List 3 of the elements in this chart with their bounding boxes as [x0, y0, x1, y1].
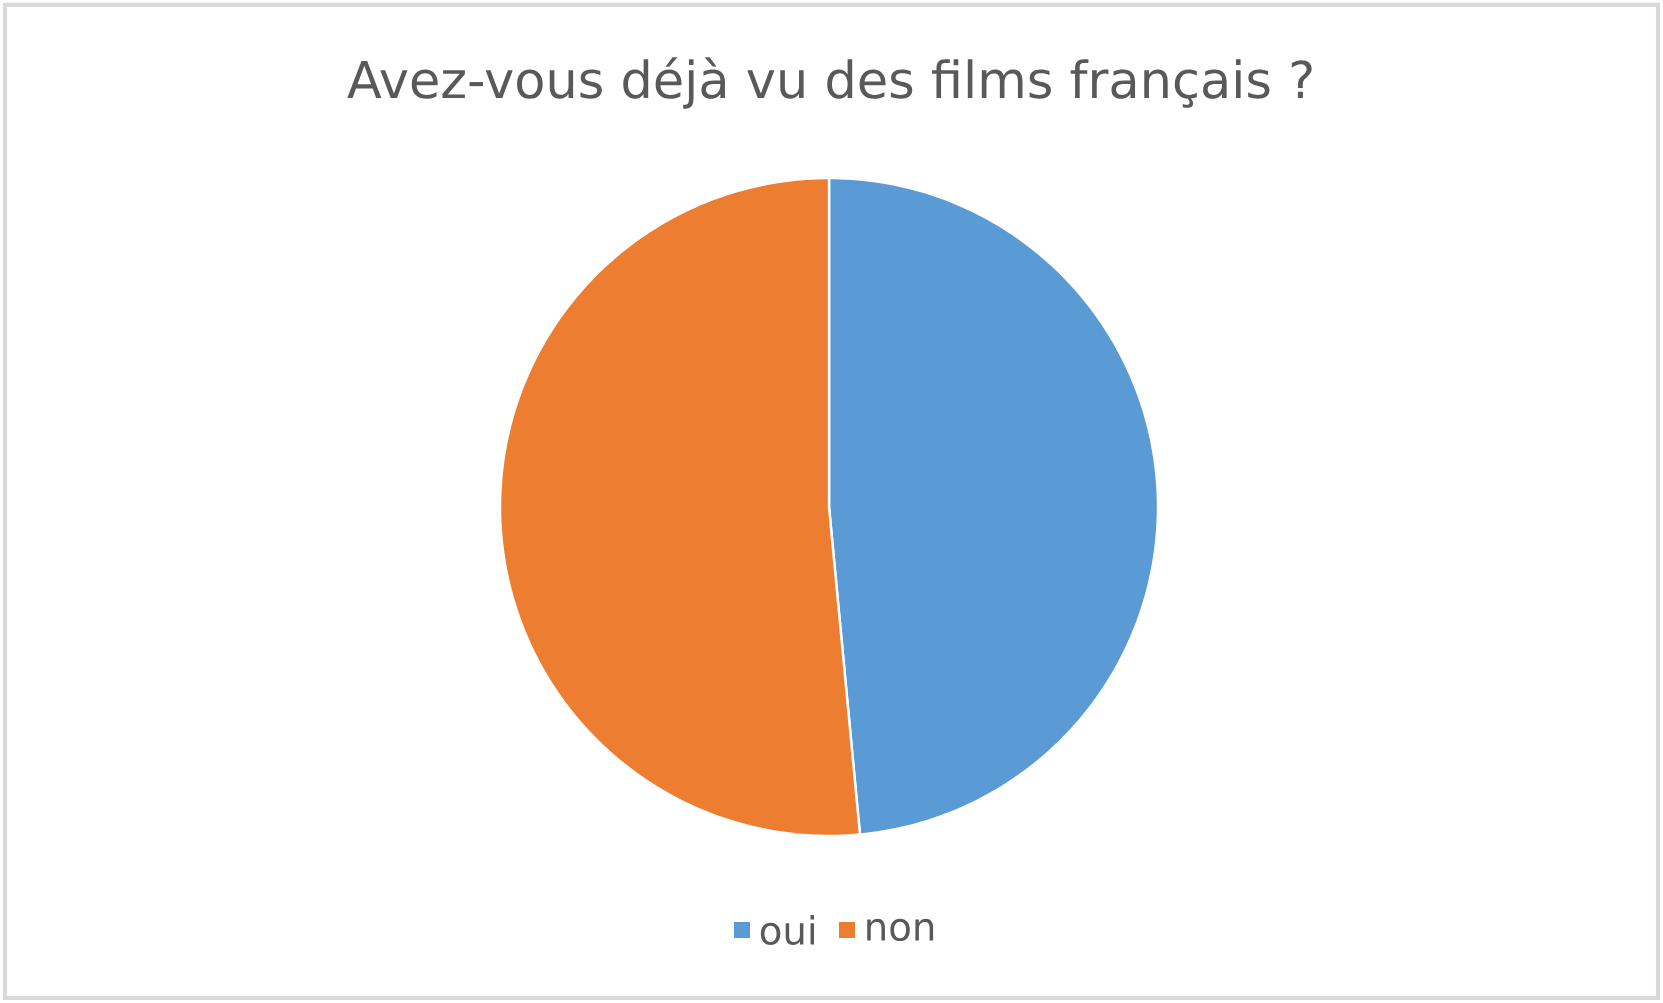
legend-label: oui [760, 915, 814, 945]
legend-label: non [867, 918, 934, 942]
chart-title: Avez-vous déjà vu des films français ? [347, 57, 1312, 109]
